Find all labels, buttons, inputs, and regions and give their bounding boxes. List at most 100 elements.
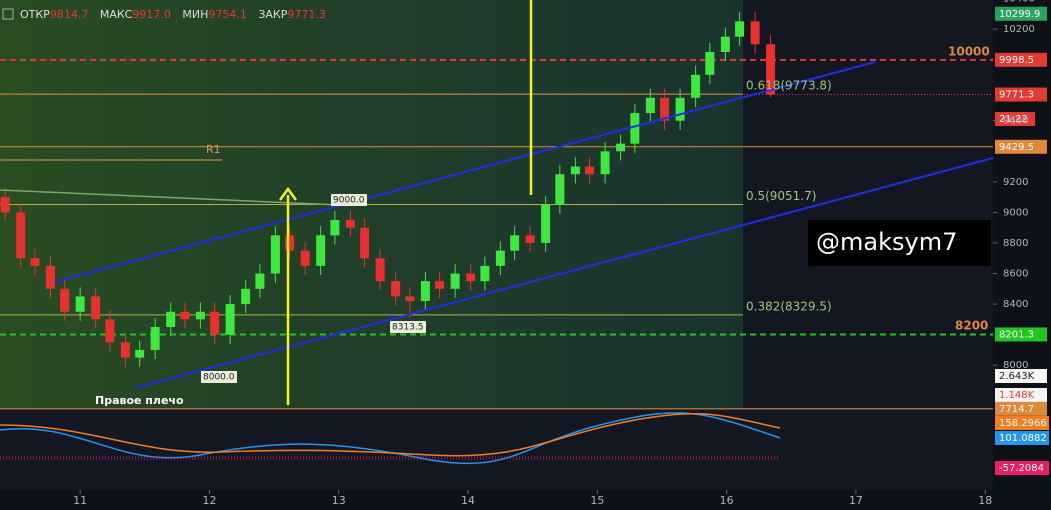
candle-body <box>60 288 70 312</box>
price-tag <box>995 139 1047 154</box>
x-tick-label: 18 <box>978 494 992 507</box>
candle-body <box>45 265 55 289</box>
y-tick-label: 9200 <box>1003 177 1028 188</box>
y-tick-label: 8600 <box>1003 269 1028 280</box>
candle-body <box>270 235 280 274</box>
fib-label: 0.382(8329.5) <box>746 299 832 313</box>
x-tick-label: 13 <box>332 494 346 507</box>
candle-body <box>195 311 205 320</box>
pattern-label: Правое плечо <box>95 394 184 407</box>
candle-body <box>466 273 476 282</box>
pivot-label: R1 <box>206 143 221 156</box>
candle-body <box>210 311 220 335</box>
watermark-box <box>808 220 991 266</box>
price-note-text: 8313.5 <box>392 323 424 333</box>
candle-body <box>660 97 670 121</box>
price-note <box>390 321 426 333</box>
price-tag <box>995 327 1047 342</box>
candle-body <box>135 349 145 358</box>
macd-pane <box>0 408 993 490</box>
candle-body <box>495 250 505 266</box>
candle-body <box>316 235 326 266</box>
candle-body <box>541 204 551 243</box>
price-tag-text: 9998.5 <box>999 55 1034 66</box>
volume-tag-text: 1.148K <box>999 390 1035 401</box>
candle-body <box>435 281 445 289</box>
arrow-head <box>278 186 298 201</box>
price-tag-text: 9771.3 <box>999 90 1034 101</box>
candle-body <box>0 197 10 213</box>
timer: 21:22 <box>999 114 1028 125</box>
candle-body <box>375 258 385 282</box>
price-tag-text: 7714.7 <box>999 404 1034 415</box>
candle-body <box>285 235 295 251</box>
candle-body <box>735 21 745 37</box>
watermark: @maksym7 <box>816 228 957 256</box>
y-tick-label: 10200 <box>1003 24 1035 35</box>
candle-body <box>75 296 85 312</box>
x-tick-label: 14 <box>461 494 475 507</box>
candle-body <box>360 227 370 259</box>
price-note <box>331 194 367 206</box>
candle-body <box>150 327 160 350</box>
neckline <box>0 189 341 206</box>
price-tag <box>995 52 1047 67</box>
candle-body <box>480 265 490 282</box>
candle-body <box>120 342 130 358</box>
channel-top <box>54 61 876 283</box>
candle-body <box>225 304 235 335</box>
candle-body <box>255 273 265 289</box>
volume-tag <box>995 369 1047 383</box>
zone <box>0 0 743 408</box>
candle-body <box>241 288 251 305</box>
candle-body <box>166 311 176 328</box>
fib-label: 0.618(9773.8) <box>746 79 832 93</box>
y-tick-label: 8000 <box>1003 360 1028 371</box>
candle-body <box>630 113 640 144</box>
level-label: 10000 <box>948 45 990 59</box>
macd-tag-text: 101.0882 <box>999 433 1047 444</box>
y-tick-label: 10400 <box>1003 0 1035 4</box>
candle-body <box>705 51 715 75</box>
macd-tag <box>995 461 1049 475</box>
macd-tag-text: 158.2966 <box>999 418 1047 429</box>
price-tag <box>995 6 1047 21</box>
candle-body <box>391 281 401 297</box>
candle-body <box>30 258 40 266</box>
y-tick-label: 8400 <box>1003 299 1028 310</box>
candle-body <box>645 97 655 114</box>
x-tick-label: 11 <box>73 494 87 507</box>
macd-line <box>0 412 781 465</box>
candle-body <box>525 235 535 243</box>
candle-body <box>675 97 685 121</box>
channel-bottom <box>134 157 994 389</box>
candle-body <box>180 311 190 320</box>
candle-body <box>585 166 595 175</box>
price-tag-text: 9429.5 <box>999 142 1034 153</box>
x-tick-label: 17 <box>849 494 863 507</box>
candle-body <box>570 166 580 175</box>
x-tick-label: 12 <box>202 494 216 507</box>
fib-label: 0.5(9051.7) <box>746 189 816 203</box>
price-note-text: 9000.0 <box>333 196 365 206</box>
ohlc-readout: ОТКР9814.7 МАКС9917.0 МИН9754.1 ЗАКР9771… <box>20 8 326 21</box>
candle-body <box>300 250 310 266</box>
candle-body <box>420 281 430 302</box>
candle-body <box>91 296 101 320</box>
y-tick-label: 9000 <box>1003 207 1028 218</box>
candle-body <box>405 296 415 302</box>
candle-body <box>750 21 760 45</box>
candle-body <box>616 143 626 152</box>
candle-body <box>600 151 610 175</box>
price-tag-text: 8201.3 <box>999 329 1034 340</box>
time-axis <box>0 490 993 510</box>
candle-body <box>16 212 26 259</box>
candle-body <box>330 220 340 236</box>
price-tag <box>995 87 1047 102</box>
price-note-text: 8000.0 <box>203 373 235 383</box>
x-tick-label: 16 <box>720 494 734 507</box>
y-tick-label: 9600 <box>1003 116 1028 127</box>
volume-tag <box>995 388 1047 402</box>
collapse-icon[interactable] <box>2 8 14 20</box>
